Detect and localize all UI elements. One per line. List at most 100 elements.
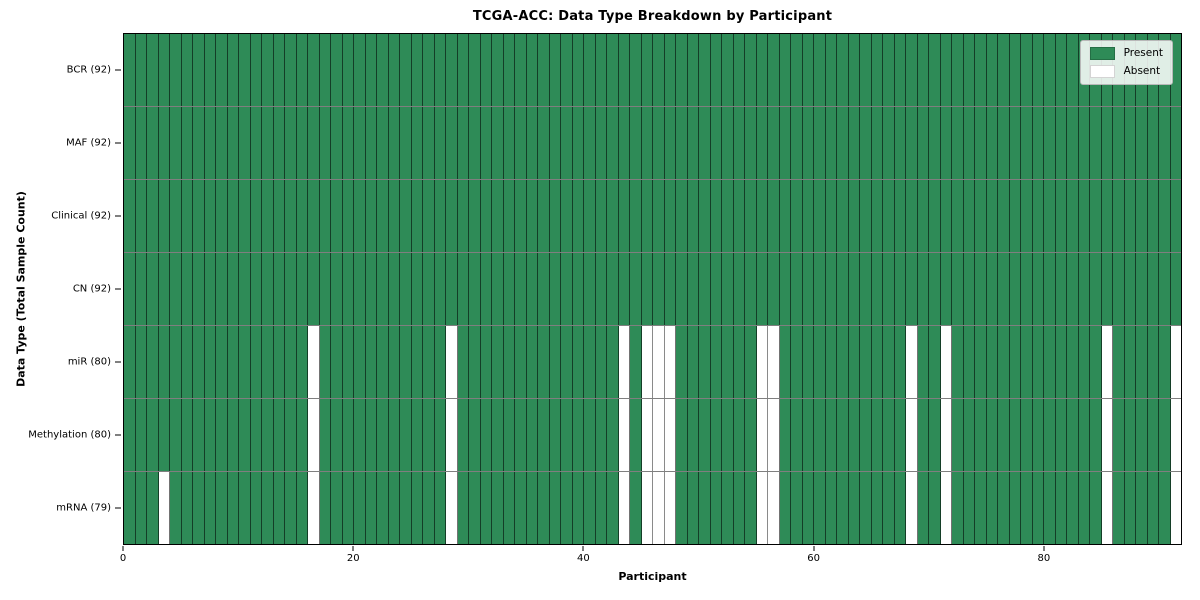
cell-mir-p2	[147, 326, 159, 398]
cell-clinical-p85	[1101, 180, 1113, 252]
cell-bcr-p65	[871, 34, 883, 106]
cell-bcr-p68	[906, 34, 918, 106]
cell-mrna-p42	[607, 472, 619, 544]
cell-methylation-p64	[860, 399, 872, 471]
cell-clinical-p58	[791, 180, 803, 252]
cell-bcr-p60	[814, 34, 826, 106]
cell-bcr-p35	[526, 34, 538, 106]
cell-maf-p8	[216, 107, 228, 179]
cell-bcr-p23	[388, 34, 400, 106]
cell-maf-p33	[503, 107, 515, 179]
cell-bcr-p14	[285, 34, 297, 106]
cell-maf-p40	[584, 107, 596, 179]
cell-clinical-p50	[699, 180, 711, 252]
cell-mrna-p30	[469, 472, 481, 544]
cell-cn-p67	[894, 253, 906, 325]
cell-maf-p81	[1055, 107, 1067, 179]
cell-clinical-p66	[883, 180, 895, 252]
cell-cn-p35	[526, 253, 538, 325]
cell-methylation-p66	[883, 399, 895, 471]
cell-methylation-p28	[446, 399, 458, 471]
cell-maf-p41	[595, 107, 607, 179]
cell-mrna-p1	[135, 472, 147, 544]
cell-methylation-p32	[492, 399, 504, 471]
cell-cn-p26	[423, 253, 435, 325]
cell-cn-p33	[503, 253, 515, 325]
cell-maf-p12	[262, 107, 274, 179]
cell-mir-p79	[1032, 326, 1044, 398]
cell-bcr-p37	[549, 34, 561, 106]
cell-mrna-p87	[1124, 472, 1136, 544]
cell-mir-p55	[756, 326, 768, 398]
cell-cn-p50	[699, 253, 711, 325]
cell-mir-p8	[216, 326, 228, 398]
cell-cn-p15	[296, 253, 308, 325]
cell-clinical-p10	[239, 180, 251, 252]
cell-cn-p80	[1044, 253, 1056, 325]
cell-clinical-p38	[561, 180, 573, 252]
cell-mir-p31	[480, 326, 492, 398]
cell-cn-p72	[952, 253, 964, 325]
x-tick-mark	[1043, 546, 1045, 551]
cell-methylation-p15	[296, 399, 308, 471]
cell-bcr-p25	[411, 34, 423, 106]
cell-clinical-p68	[906, 180, 918, 252]
cell-cn-p60	[814, 253, 826, 325]
cell-maf-p78	[1021, 107, 1033, 179]
cell-methylation-p39	[572, 399, 584, 471]
cell-clinical-p35	[526, 180, 538, 252]
cell-bcr-p24	[400, 34, 412, 106]
cell-mrna-p35	[526, 472, 538, 544]
cell-cn-p45	[641, 253, 653, 325]
cell-cn-p28	[446, 253, 458, 325]
cell-clinical-p54	[745, 180, 757, 252]
cell-maf-p26	[423, 107, 435, 179]
cell-methylation-p34	[515, 399, 527, 471]
cell-mrna-p73	[963, 472, 975, 544]
cell-mrna-p76	[998, 472, 1010, 544]
cell-bcr-p67	[894, 34, 906, 106]
cell-maf-p82	[1067, 107, 1079, 179]
cell-methylation-p13	[273, 399, 285, 471]
cell-clinical-p64	[860, 180, 872, 252]
cell-maf-p43	[618, 107, 630, 179]
cell-mir-p22	[377, 326, 389, 398]
cell-cn-p5	[181, 253, 193, 325]
cell-cn-p44	[630, 253, 642, 325]
cell-maf-p35	[526, 107, 538, 179]
cell-clinical-p32	[492, 180, 504, 252]
cell-clinical-p72	[952, 180, 964, 252]
cell-clinical-p33	[503, 180, 515, 252]
cell-methylation-p26	[423, 399, 435, 471]
cell-mir-p75	[986, 326, 998, 398]
cell-cn-p21	[365, 253, 377, 325]
cell-methylation-p83	[1078, 399, 1090, 471]
cell-clinical-p79	[1032, 180, 1044, 252]
cell-mrna-p77	[1009, 472, 1021, 544]
cell-mrna-p75	[986, 472, 998, 544]
cell-maf-p46	[653, 107, 665, 179]
cell-maf-p51	[710, 107, 722, 179]
cell-clinical-p83	[1078, 180, 1090, 252]
legend-entry-absent: Absent	[1089, 65, 1163, 78]
cell-mrna-p3	[158, 472, 170, 544]
cell-mrna-p17	[319, 472, 331, 544]
cell-bcr-p27	[434, 34, 446, 106]
cell-cn-p90	[1159, 253, 1171, 325]
cell-mir-p81	[1055, 326, 1067, 398]
cell-clinical-p76	[998, 180, 1010, 252]
cell-maf-p15	[296, 107, 308, 179]
legend: Present Absent	[1079, 40, 1173, 85]
cell-cn-p73	[963, 253, 975, 325]
cell-maf-p52	[722, 107, 734, 179]
cell-cn-p52	[722, 253, 734, 325]
cell-cn-p91	[1170, 253, 1181, 325]
cell-cn-p29	[457, 253, 469, 325]
cell-clinical-p52	[722, 180, 734, 252]
cell-mrna-p81	[1055, 472, 1067, 544]
cell-methylation-p69	[917, 399, 929, 471]
cell-bcr-p31	[480, 34, 492, 106]
cell-maf-p90	[1159, 107, 1171, 179]
cell-mir-p71	[940, 326, 952, 398]
